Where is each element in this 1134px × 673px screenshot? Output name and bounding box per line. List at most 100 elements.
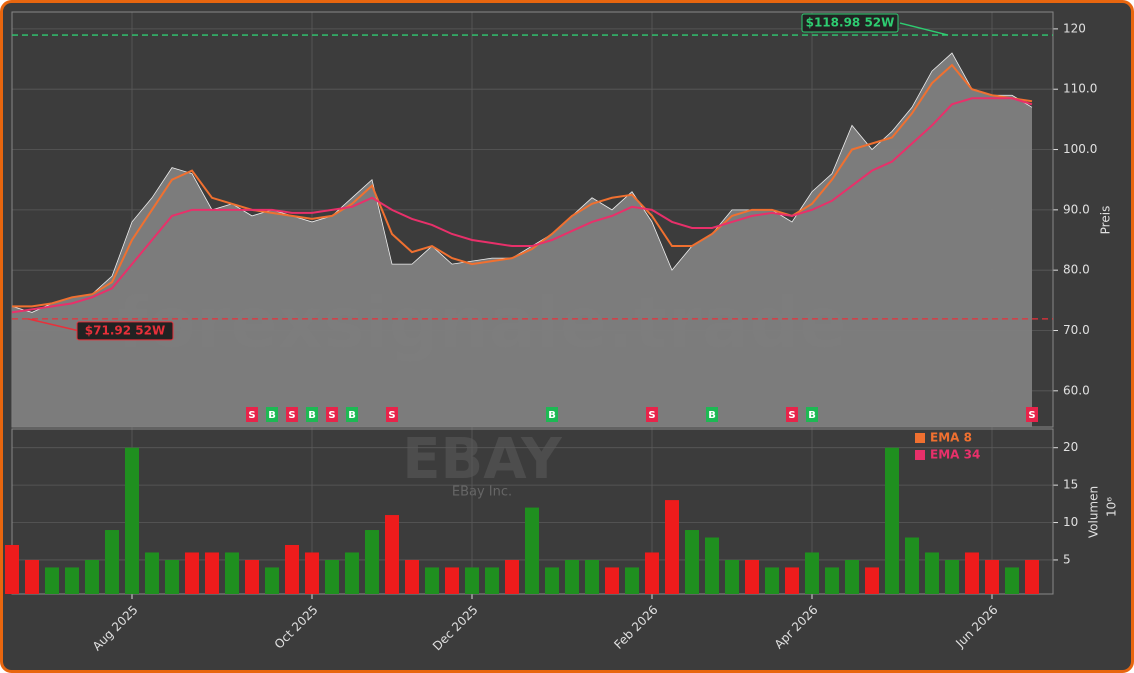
legend-swatch <box>915 450 925 460</box>
signal-label: S <box>1028 410 1035 421</box>
volume-bar <box>265 567 279 594</box>
label-box <box>76 321 174 341</box>
signal-box <box>266 407 278 422</box>
volume-bar <box>645 552 659 594</box>
volume-bar <box>405 559 419 594</box>
signal-box <box>346 407 358 422</box>
signal-box <box>546 407 558 422</box>
volume-bar <box>545 567 559 594</box>
y-axis-unit: 10⁶ <box>1105 497 1119 517</box>
volume-bar <box>1005 567 1019 594</box>
company-watermark: EBay Inc. <box>452 485 512 500</box>
signal-label: B <box>708 410 716 421</box>
signal-box <box>246 407 258 422</box>
volume-bar <box>785 567 799 594</box>
volume-bar <box>925 552 939 594</box>
volume-bar <box>565 559 579 594</box>
volume-bar <box>345 552 359 594</box>
level-label: $71.92 52W <box>85 323 165 337</box>
signal-label: S <box>388 410 395 421</box>
y-tick-label: 20 <box>1063 440 1078 454</box>
signal-box <box>306 407 318 422</box>
ema-line <box>12 63 1033 308</box>
label-box <box>801 13 899 33</box>
volume-bar <box>685 530 699 594</box>
volume-bar <box>285 544 299 594</box>
volume-bar <box>5 544 19 594</box>
volume-bar <box>445 567 459 594</box>
volume-bar <box>625 567 639 594</box>
volume-bar <box>465 567 479 594</box>
volume-bar <box>805 552 819 594</box>
volume-bar <box>185 552 199 594</box>
volume-bar <box>85 559 99 594</box>
volume-bar <box>885 447 899 594</box>
volume-bar <box>725 559 739 594</box>
legend-swatch <box>915 433 925 443</box>
signal-box <box>326 407 338 422</box>
volume-bar <box>525 507 539 594</box>
level-label: $118.98 52W <box>806 16 895 30</box>
volume-bar <box>505 559 519 594</box>
volume-bar <box>965 552 979 594</box>
volume-bar <box>485 567 499 594</box>
volume-bar <box>825 567 839 594</box>
volume-bar <box>45 567 59 594</box>
volume-bar <box>865 567 879 594</box>
close-area <box>12 53 1032 427</box>
signal-box <box>386 407 398 422</box>
signal-label: S <box>328 410 335 421</box>
volume-bar <box>745 559 759 594</box>
y-axis-label: Preis <box>1099 206 1113 235</box>
signal-label: B <box>808 410 816 421</box>
volume-bar <box>365 530 379 594</box>
signal-box <box>286 407 298 422</box>
y-tick-label: 100.0 <box>1063 142 1097 156</box>
volume-bar <box>385 515 399 594</box>
ema-line <box>11 97 1033 314</box>
volume-bar <box>125 447 139 594</box>
signal-label: B <box>268 410 276 421</box>
volume-bar <box>165 559 179 594</box>
y-tick-label: 5 <box>1063 552 1071 566</box>
close-line <box>11 52 1033 313</box>
volume-bar <box>145 552 159 594</box>
signal-box <box>786 407 798 422</box>
signal-label: B <box>308 410 316 421</box>
volume-bar <box>705 537 719 594</box>
volume-bar <box>845 559 859 594</box>
volume-bar <box>325 559 339 594</box>
volume-bar <box>985 559 999 594</box>
volume-bar <box>765 567 779 594</box>
y-tick-label: 60.0 <box>1063 383 1090 397</box>
signal-box <box>1026 407 1038 422</box>
volume-bar <box>25 559 39 594</box>
y-tick-label: 110.0 <box>1063 82 1097 96</box>
signal-box <box>706 407 718 422</box>
signal-box <box>646 407 658 422</box>
signal-label: S <box>648 410 655 421</box>
signal-label: S <box>288 410 295 421</box>
volume-bar <box>905 537 919 594</box>
y-axis-label: Volumen <box>1087 486 1101 538</box>
signal-label: S <box>248 410 255 421</box>
volume-bar <box>305 552 319 594</box>
y-tick-label: 120 <box>1063 21 1086 35</box>
signal-label: B <box>548 410 556 421</box>
y-tick-label: 80.0 <box>1063 263 1090 277</box>
y-tick-label: 10 <box>1063 515 1078 529</box>
signal-label: B <box>348 410 356 421</box>
volume-bar <box>1025 559 1039 594</box>
legend-label: EMA 8 <box>930 431 972 445</box>
volume-bar <box>205 552 219 594</box>
volume-bar <box>225 552 239 594</box>
volume-bar <box>245 559 259 594</box>
y-tick-label: 90.0 <box>1063 202 1090 216</box>
signal-label: S <box>788 410 795 421</box>
legend-label: EMA 34 <box>930 448 980 462</box>
volume-bar <box>605 567 619 594</box>
volume-bar <box>665 500 679 594</box>
signal-box <box>806 407 818 422</box>
volume-bar <box>585 559 599 594</box>
